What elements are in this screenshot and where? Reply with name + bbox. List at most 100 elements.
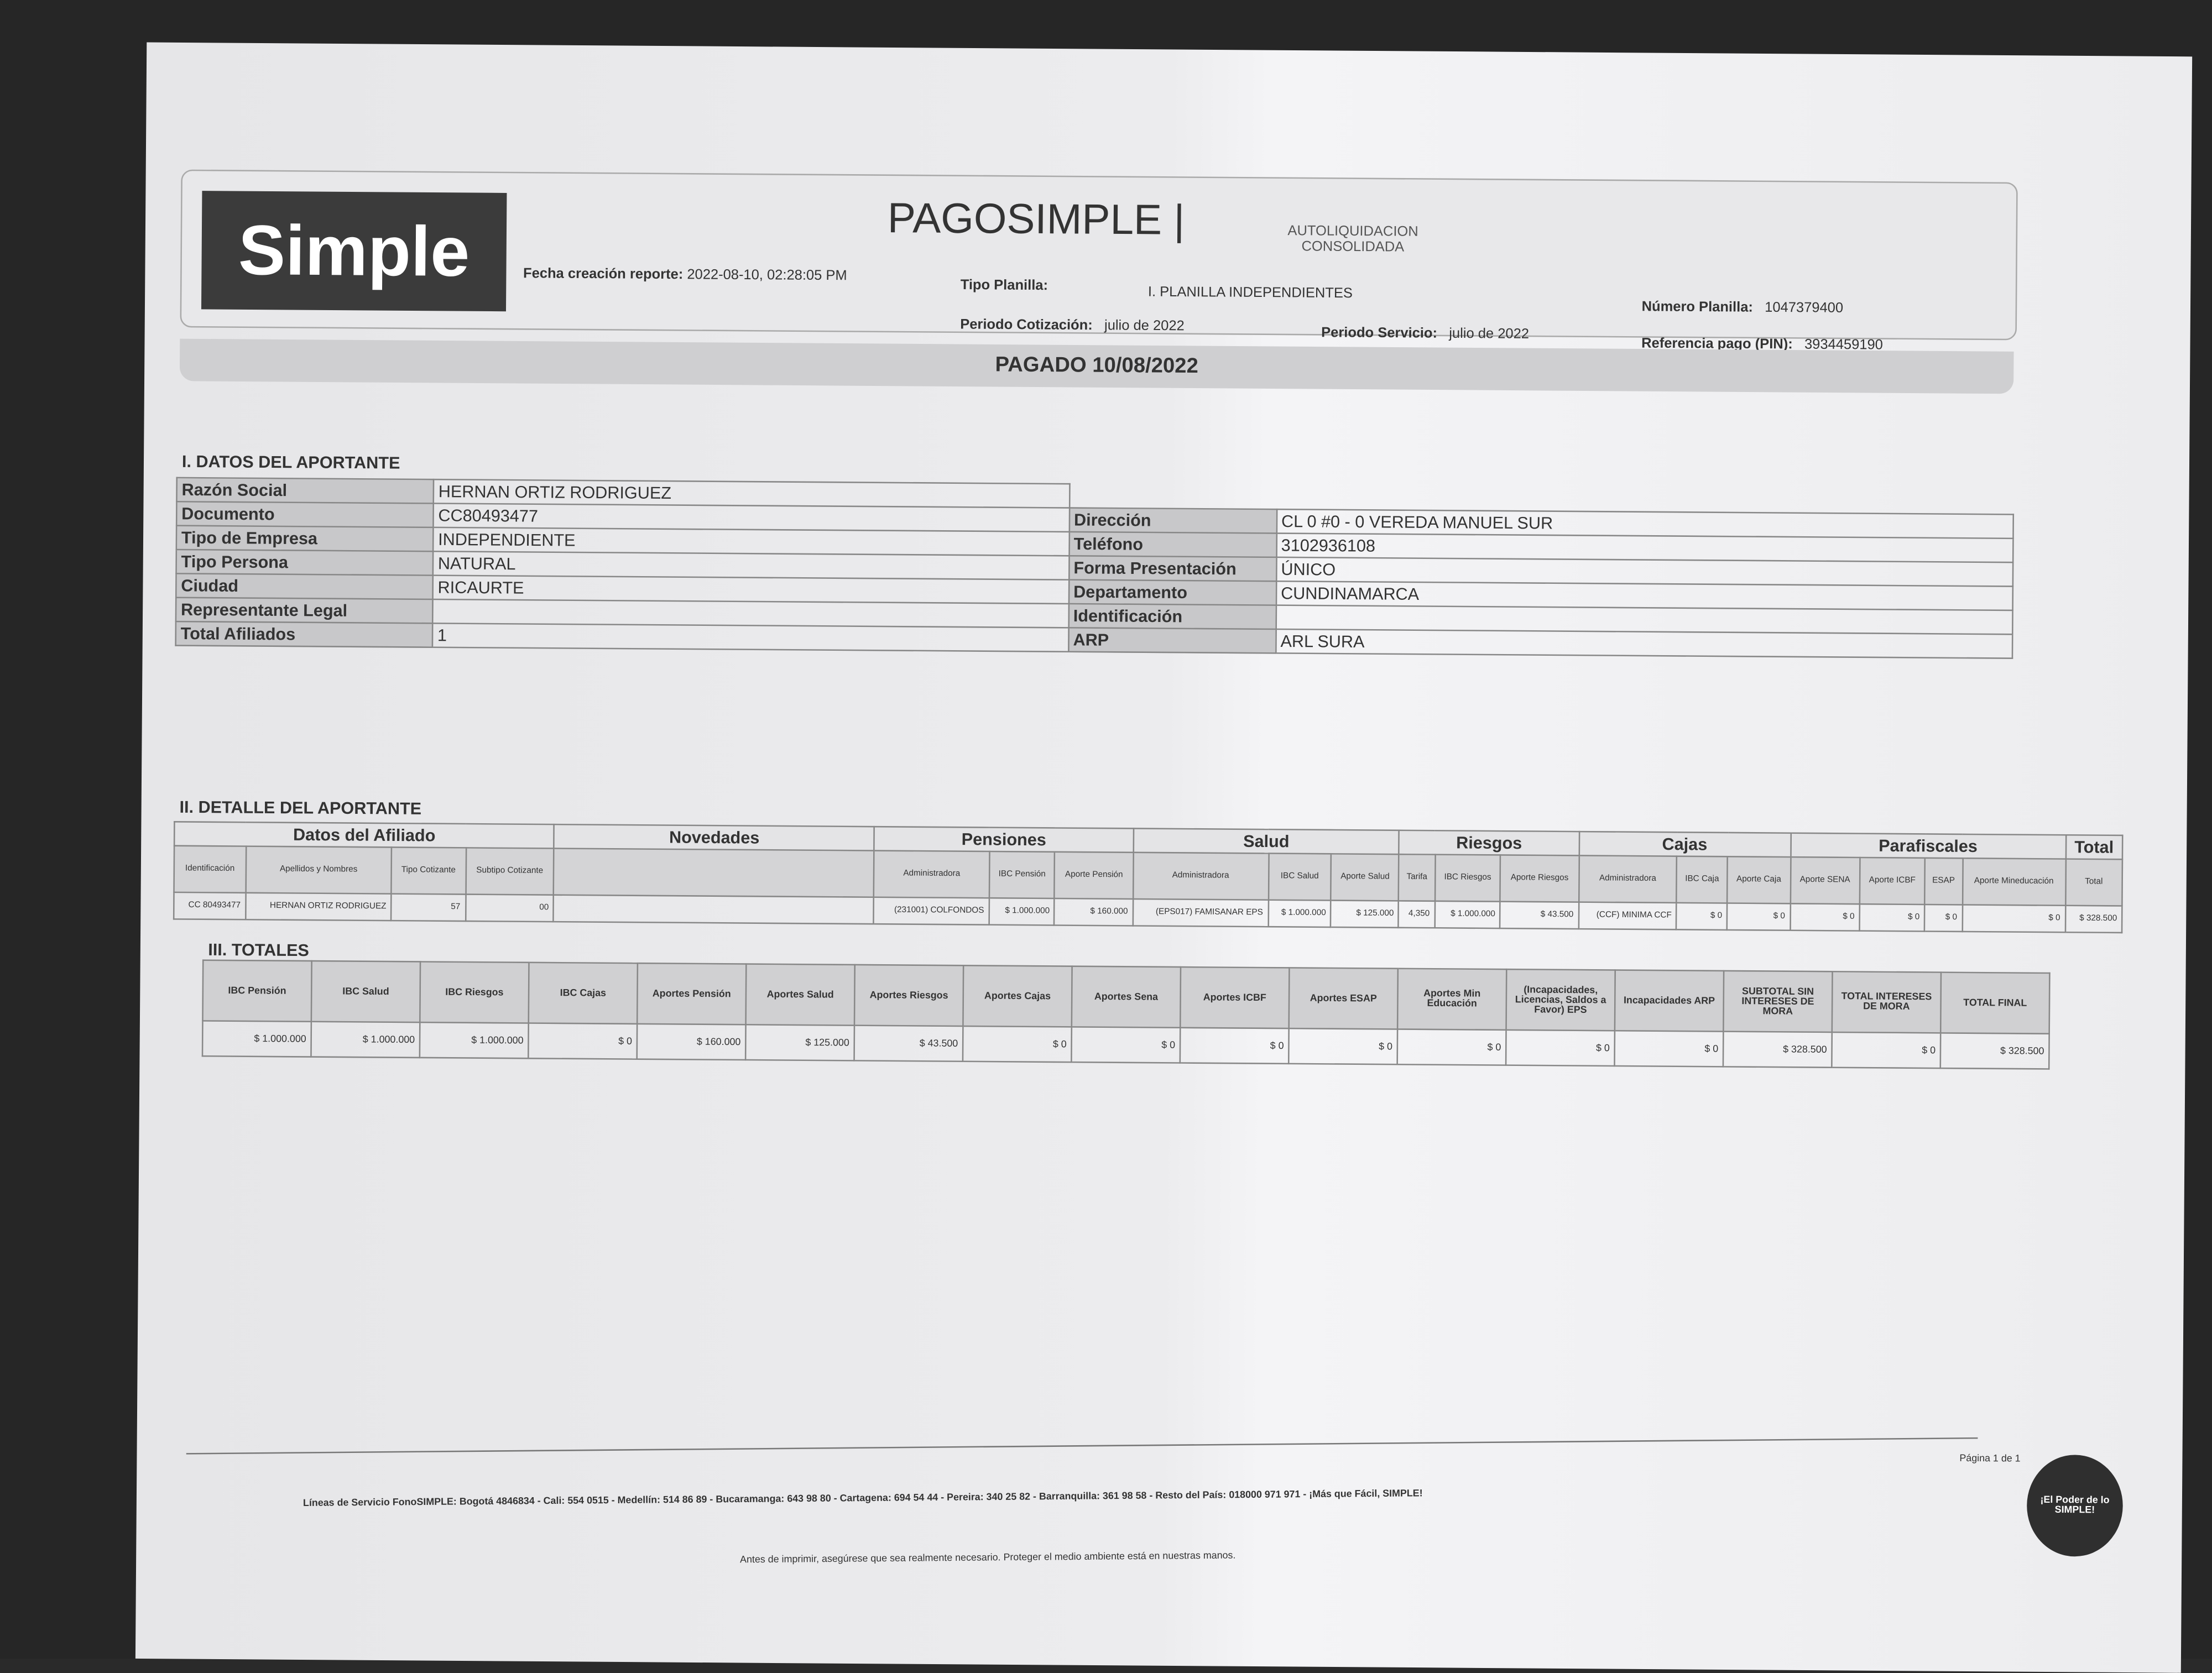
field-label: Teléfono xyxy=(1068,531,1276,557)
group-header: Salud xyxy=(1133,828,1400,855)
table-cell: $ 43.500 xyxy=(1500,901,1579,929)
column-header: Incapacidades ARP xyxy=(1614,970,1724,1032)
table-cell: CC 80493477 xyxy=(174,892,246,920)
numero-planilla-label: Número Planilla: xyxy=(1641,299,1754,316)
table-cell: $ 0 xyxy=(1676,902,1728,930)
column-header: IBC Riesgos xyxy=(1434,854,1501,902)
column-header: TOTAL FINAL xyxy=(1940,972,2050,1034)
column-header: Tipo Cotizante xyxy=(391,847,466,895)
column-header: IBC Riesgos xyxy=(420,961,529,1023)
footer-divider xyxy=(186,1437,1978,1455)
group-header: Cajas xyxy=(1579,832,1791,858)
total-value: $ 0 xyxy=(962,1026,1072,1063)
periodo-servicio-label: Periodo Servicio: xyxy=(1321,325,1438,342)
total-value: $ 0 xyxy=(1832,1032,1941,1069)
column-header: IBC Cajas xyxy=(528,962,638,1024)
column-header: Aporte Salud xyxy=(1331,854,1400,901)
report-title: PAGOSIMPLE | xyxy=(887,195,1185,244)
report-subtitle: AUTOLIQUIDACION CONSOLIDADA xyxy=(1287,223,1418,256)
novedades-columns xyxy=(554,848,875,897)
column-header: Identificación xyxy=(174,845,246,893)
periodo-cotizacion-value: julio de 2022 xyxy=(1104,318,1185,334)
group-header: Datos del Afiliado xyxy=(174,822,555,849)
table-cell: 4,350 xyxy=(1399,901,1435,928)
print-note: Antes de imprimir, asegúrese que sea rea… xyxy=(740,1551,1236,1566)
field-label: Identificación xyxy=(1068,604,1276,629)
table-cell: $ 0 xyxy=(1859,904,1925,932)
tipo-planilla-label: Tipo Planilla: xyxy=(960,278,1048,294)
total-value: $ 0 xyxy=(1506,1029,1615,1066)
column-header: Aportes ICBF xyxy=(1180,967,1290,1029)
section1-title: I. DATOS DEL APORTANTE xyxy=(181,451,400,473)
periodo-servicio-value: julio de 2022 xyxy=(1449,326,1530,343)
total-value: $ 328.500 xyxy=(1940,1033,2049,1069)
totales-table: IBC Pensión IBC Salud IBC Riesgos IBC Cajas… xyxy=(202,959,2051,1069)
service-lines: Líneas de Servicio FonoSIMPLE: Bogotá 48… xyxy=(302,1489,1423,1509)
column-header: TOTAL INTERESES DE MORA xyxy=(1832,971,1941,1033)
section3-title: III. TOTALES xyxy=(208,939,309,960)
column-header: Aporte SENA xyxy=(1790,857,1860,905)
group-header: Novedades xyxy=(554,824,875,851)
column-header: IBC Salud xyxy=(311,961,421,1023)
group-header: Riesgos xyxy=(1399,830,1579,856)
column-header: Administradora xyxy=(1578,855,1677,903)
group-header: Parafiscales xyxy=(1790,833,2066,859)
table-cell: $ 160.000 xyxy=(1054,898,1133,926)
total-value: $ 125.000 xyxy=(745,1024,855,1061)
field-label: Departamento xyxy=(1068,579,1276,605)
report-header: Simple PAGOSIMPLE | AUTOLIQUIDACION CONS… xyxy=(180,169,2018,353)
table-cell: $ 125.000 xyxy=(1331,900,1399,928)
field-label: ARP xyxy=(1068,628,1276,653)
field-label: Dirección xyxy=(1068,508,1277,534)
field-value: ARL SURA xyxy=(1275,629,2013,658)
total-value: $ 1.000.000 xyxy=(419,1022,529,1059)
column-header: Apellidos y Nombres xyxy=(246,846,392,894)
table-cell: 00 xyxy=(465,894,554,922)
field-label: Tipo Persona xyxy=(176,550,434,576)
column-header: Total xyxy=(2065,859,2122,906)
column-header: Aportes Min Educación xyxy=(1397,968,1507,1030)
table-cell: (EPS017) FAMISANAR EPS xyxy=(1133,898,1268,927)
total-value: $ 0 xyxy=(1180,1027,1289,1064)
total-value: $ 0 xyxy=(1397,1029,1506,1065)
field-label: Forma Presentación xyxy=(1068,556,1276,582)
group-header: Pensiones xyxy=(874,827,1134,853)
document-page: Simple PAGOSIMPLE | AUTOLIQUIDACION CONS… xyxy=(135,42,2193,1673)
page-number: Página 1 de 1 xyxy=(1959,1454,2021,1465)
column-header: Aportes ESAP xyxy=(1288,968,1398,1029)
table-cell: $ 1.000.000 xyxy=(1267,900,1331,927)
table-cell: HERNAN ORTIZ RODRIGUEZ xyxy=(245,892,392,921)
simple-logo: Simple xyxy=(201,191,507,312)
field-label: Total Afiliados xyxy=(175,621,433,647)
total-value: $ 328.500 xyxy=(1723,1031,1832,1068)
total-value: $ 0 xyxy=(1071,1027,1181,1063)
column-header: Administradora xyxy=(1133,852,1269,900)
table-cell: $ 1.000.000 xyxy=(989,898,1055,926)
column-header: (Incapacidades, Licencias, Saldos a Favo… xyxy=(1506,969,1615,1031)
detalle-table: Datos del Afiliado Novedades Pensiones Salu… xyxy=(173,821,2124,933)
column-header: Tarifa xyxy=(1399,854,1435,901)
column-header: ESAP xyxy=(1924,858,1963,905)
column-header: Aportes Sena xyxy=(1071,966,1181,1028)
section2-title: II. DETALLE DEL APORTANTE xyxy=(179,797,422,819)
field-value: 1 xyxy=(432,623,1068,652)
numero-planilla-value: 1047379400 xyxy=(1765,300,1844,317)
column-header: IBC Salud xyxy=(1267,853,1332,901)
column-header: IBC Caja xyxy=(1676,856,1728,903)
total-value: $ 0 xyxy=(1614,1031,1724,1067)
aportante-table: Razón Social HERNAN ORTIZ RODRIGUEZ Docume… xyxy=(175,477,2014,659)
table-cell: (231001) COLFONDOS xyxy=(874,897,989,925)
periodo-cotizacion-label: Periodo Cotización: xyxy=(960,317,1093,334)
column-header: Aportes Riesgos xyxy=(854,964,964,1026)
field-label: Documento xyxy=(176,501,434,527)
table-cell: $ 328.500 xyxy=(2065,905,2122,933)
column-header: Administradora xyxy=(874,850,990,898)
table-cell: $ 0 xyxy=(1726,903,1791,930)
column-header: Aportes Salud xyxy=(745,964,855,1026)
group-header: Total xyxy=(2065,835,2123,860)
total-value: $ 43.500 xyxy=(854,1025,963,1062)
table-cell: 57 xyxy=(391,893,466,922)
field-label: Razón Social xyxy=(176,477,434,504)
column-header: Aporte Mineducación xyxy=(1962,858,2066,906)
